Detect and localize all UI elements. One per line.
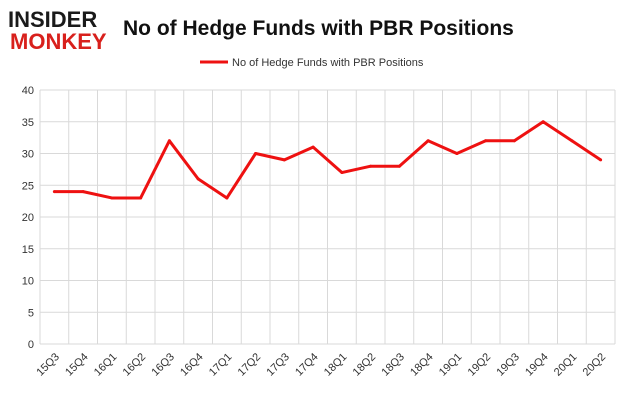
data-point: [369, 164, 373, 168]
x-tick-label: 19Q2: [466, 351, 494, 379]
y-tick-label: 15: [22, 244, 34, 256]
data-point: [110, 196, 114, 200]
y-tick-label: 0: [28, 339, 34, 351]
logo-line2: MONKEY: [10, 29, 107, 54]
data-point: [599, 158, 603, 162]
data-point: [455, 152, 459, 155]
x-tick-label: 19Q4: [523, 351, 551, 379]
chart-title: No of Hedge Funds with PBR Positions: [123, 17, 514, 40]
data-point: [225, 196, 229, 200]
logo-line1: INSIDER: [8, 7, 97, 32]
plot-area: 0 5 10 15 20 25 30 35 40 15Q3 15Q4 16Q1 16Q2 16Q3 16Q4…: [22, 85, 616, 379]
y-tick-label: 5: [28, 307, 34, 319]
data-point: [254, 152, 258, 155]
data-point: [397, 164, 401, 168]
x-tick-label: 17Q3: [264, 351, 292, 379]
x-tick-label: 16Q2: [121, 351, 149, 379]
x-tick-label: 15Q3: [34, 351, 62, 379]
data-point: [340, 171, 344, 175]
x-tick-label: 20Q2: [581, 351, 609, 379]
x-tick-label: 17Q4: [293, 351, 321, 379]
x-tick-label: 18Q3: [379, 351, 407, 379]
data-point: [282, 158, 286, 162]
x-tick-label: 20Q1: [552, 351, 580, 379]
insider-monkey-logo: INSIDER MONKEY: [8, 7, 107, 54]
y-tick-label: 10: [22, 276, 34, 288]
y-tick-label: 25: [22, 180, 34, 192]
data-point: [426, 139, 430, 143]
data-point: [484, 139, 488, 143]
x-tick-label: 19Q1: [437, 351, 465, 379]
x-tick-label: 18Q2: [351, 351, 379, 379]
data-point: [52, 190, 56, 194]
data-point: [311, 145, 315, 149]
series-line-0: [54, 120, 602, 200]
data-point: [541, 120, 545, 124]
data-point: [139, 196, 143, 200]
x-tick-label: 18Q1: [322, 351, 350, 379]
data-point: [196, 177, 200, 181]
data-point: [570, 139, 574, 143]
y-tick-label: 40: [22, 85, 34, 97]
x-tick-label: 16Q1: [92, 351, 120, 379]
x-tick-label: 17Q1: [207, 351, 235, 379]
data-point: [512, 139, 516, 143]
x-tick-label: 15Q4: [63, 351, 91, 379]
y-tick-label: 20: [22, 212, 34, 224]
legend-label: No of Hedge Funds with PBR Positions: [232, 57, 424, 69]
data-point: [81, 190, 85, 194]
x-tick-label: 19Q3: [494, 351, 522, 379]
y-tick-label: 35: [22, 117, 34, 129]
x-tick-label: 17Q2: [236, 351, 264, 379]
x-tick-label: 16Q4: [178, 351, 206, 379]
x-tick-label: 18Q4: [408, 351, 436, 379]
data-point: [167, 139, 171, 143]
x-tick-label: 16Q3: [149, 351, 177, 379]
legend: No of Hedge Funds with PBR Positions: [200, 57, 424, 69]
y-tick-label: 30: [22, 149, 34, 161]
